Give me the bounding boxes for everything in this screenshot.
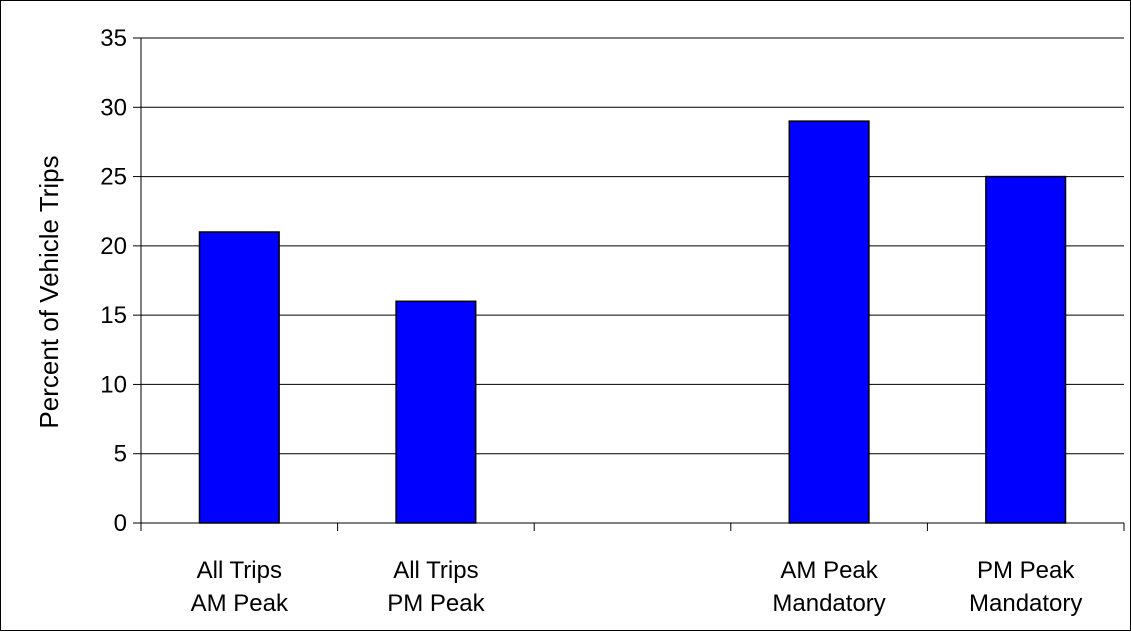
bar: [788, 120, 870, 524]
bar: [395, 300, 477, 524]
bar: [985, 175, 1067, 524]
axes: [133, 37, 1125, 531]
bars: [198, 120, 1067, 524]
x-category-label: All Trips: [393, 557, 478, 584]
y-tick-label: 20: [100, 233, 127, 260]
x-category-label: PM Peak: [387, 590, 485, 617]
x-category-label: Mandatory: [772, 590, 885, 617]
x-category-label: PM Peak: [977, 557, 1075, 584]
y-tick-label: 25: [100, 164, 127, 191]
y-tick-label: 10: [100, 371, 127, 398]
x-category-label: AM Peak: [780, 557, 878, 584]
y-tick-label: 30: [100, 94, 127, 121]
y-tick-label: 15: [100, 302, 127, 329]
x-category-label: All Trips: [197, 557, 282, 584]
bar: [198, 231, 280, 524]
gridlines: [141, 37, 1124, 455]
y-tick-label: 0: [114, 510, 127, 537]
x-category-label: Mandatory: [969, 590, 1082, 617]
y-axis-label: Percent of Vehicle Trips: [34, 155, 64, 428]
x-category-labels: All Trips AM Peak All Trips PM Peak AM Peak M…: [191, 557, 1083, 617]
y-tick-labels: 0 5 10 15 20 25 30 35: [100, 25, 127, 537]
y-tick-label: 5: [114, 441, 127, 468]
x-category-label: AM Peak: [191, 590, 289, 617]
y-tick-label: 35: [100, 25, 127, 52]
